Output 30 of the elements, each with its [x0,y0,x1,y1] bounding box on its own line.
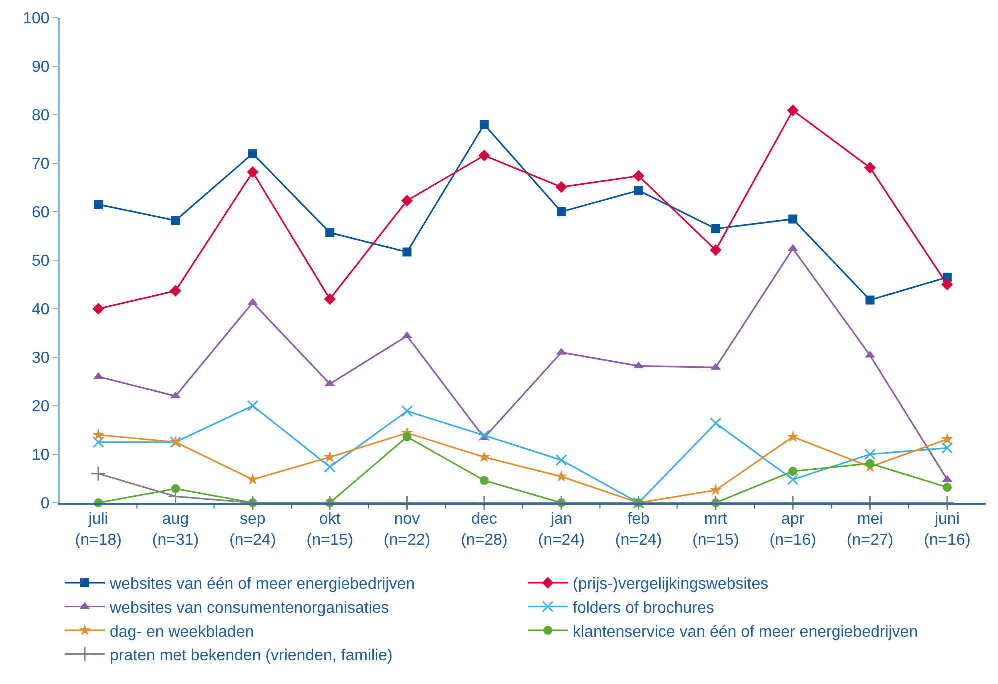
legend-label: dag- en weekbladen [110,624,254,641]
y-tick-label: 40 [32,302,50,319]
legend-label: websites van consumentenorganisaties [109,600,390,617]
x-tick-label: dec (n=28) [461,510,508,549]
y-tick-label: 50 [32,253,50,270]
y-tick-label: 30 [32,350,50,368]
y-tick-label: 20 [32,398,50,416]
x-tick-label: sep (n=24) [230,510,276,549]
x-tick-label: apr (n=16) [770,510,816,549]
y-tick-label: 60 [32,204,50,222]
y-tick-label: 0 [40,496,50,513]
y-tick-label: 70 [32,156,50,174]
y-tick-label: 10 [32,447,50,464]
y-tick-label: 100 [23,10,50,28]
y-tick-label: 80 [32,108,50,125]
legend-label: klantenservice van één of meer energiebedrijven [573,624,918,641]
legend-label: praten met bekenden (vrienden, familie) [110,648,393,665]
legend-label: (prijs-)vergelijkingswebsites [573,576,769,594]
x-tick-label: jan (n=24) [538,510,585,549]
x-tick-label: juli (n=18) [75,510,122,549]
legend-label: websites van één of meer energiebedrijven [109,576,416,594]
legend-label: folders of brochures [573,600,714,617]
x-tick-label: juni (n=16) [924,510,971,549]
x-tick-label: okt (n=15) [306,510,354,549]
x-tick-label: feb (n=24) [615,510,662,549]
x-tick-label: nov (n=22) [384,510,431,549]
x-tick-label: aug (n=31) [152,510,200,549]
y-tick-label: 90 [32,59,50,76]
x-tick-label: mei (n=27) [846,510,894,549]
x-tick-label: mrt (n=15) [692,510,740,549]
